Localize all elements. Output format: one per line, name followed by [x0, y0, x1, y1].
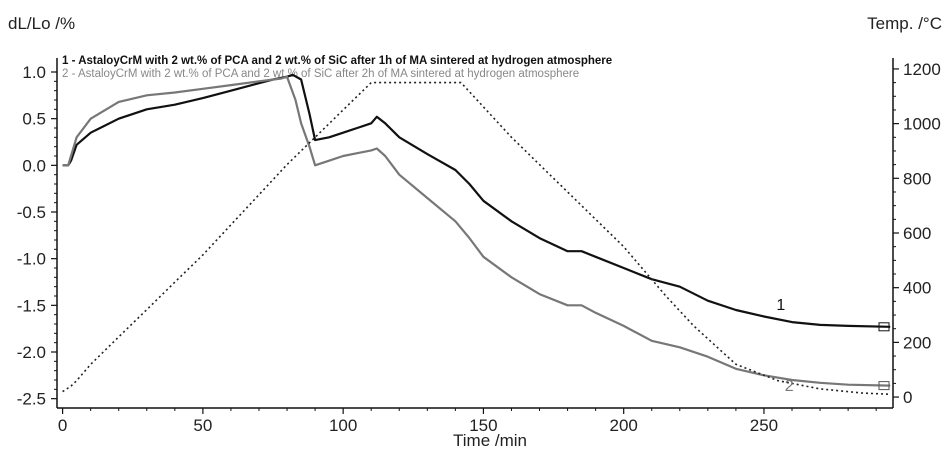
left-axis-title: dL/Lo /%: [8, 14, 76, 33]
series-line-1: [62, 73, 891, 328]
legend-entry-2: 2 - AstaloyCrM with 2 wt.% of PCA and 2 …: [62, 68, 579, 80]
y-right-tick-label: 1000: [903, 115, 941, 134]
y-left-tick-label: -1.0: [17, 250, 46, 269]
y-left-tick-label: -0.5: [17, 203, 46, 222]
legend-entry-1: 1 - AstaloyCrM with 2 wt.% of PCA and 2 …: [62, 55, 612, 67]
y-left-tick-label: 1.0: [22, 63, 46, 82]
x-tick-label: 50: [193, 416, 212, 435]
y-left-tick-label: 0.0: [22, 156, 46, 175]
y-left-tick-label: -1.5: [17, 296, 46, 315]
x-tick-label: 0: [58, 416, 67, 435]
series-line-temp: [62, 81, 891, 396]
x-tick-label: 200: [609, 416, 637, 435]
x-axis-title: Time /min: [453, 431, 527, 450]
series-line-2: [62, 75, 891, 387]
y-left-tick-label: -2.5: [17, 390, 46, 409]
y-left-tick-label: -2.0: [17, 343, 46, 362]
curve-label-1: 1: [776, 297, 785, 314]
x-tick-label: 150: [469, 416, 497, 435]
y-right-tick-label: 600: [903, 224, 931, 243]
y-right-tick-label: 400: [903, 279, 931, 298]
x-tick-label: 250: [750, 416, 778, 435]
y-right-tick-label: 800: [903, 169, 931, 188]
y-right-tick-label: 0: [903, 388, 912, 407]
y-right-tick-label: 1200: [903, 60, 941, 79]
y-left-tick-label: 0.5: [22, 110, 46, 129]
series-2-end-marker: [878, 381, 890, 391]
x-tick-label: 100: [329, 416, 357, 435]
y-right-tick-label: 200: [903, 333, 931, 352]
curve-label-2: 2: [785, 378, 794, 395]
right-axis-title: Temp. /°C: [867, 14, 942, 33]
series-1-end-marker: [878, 322, 890, 332]
